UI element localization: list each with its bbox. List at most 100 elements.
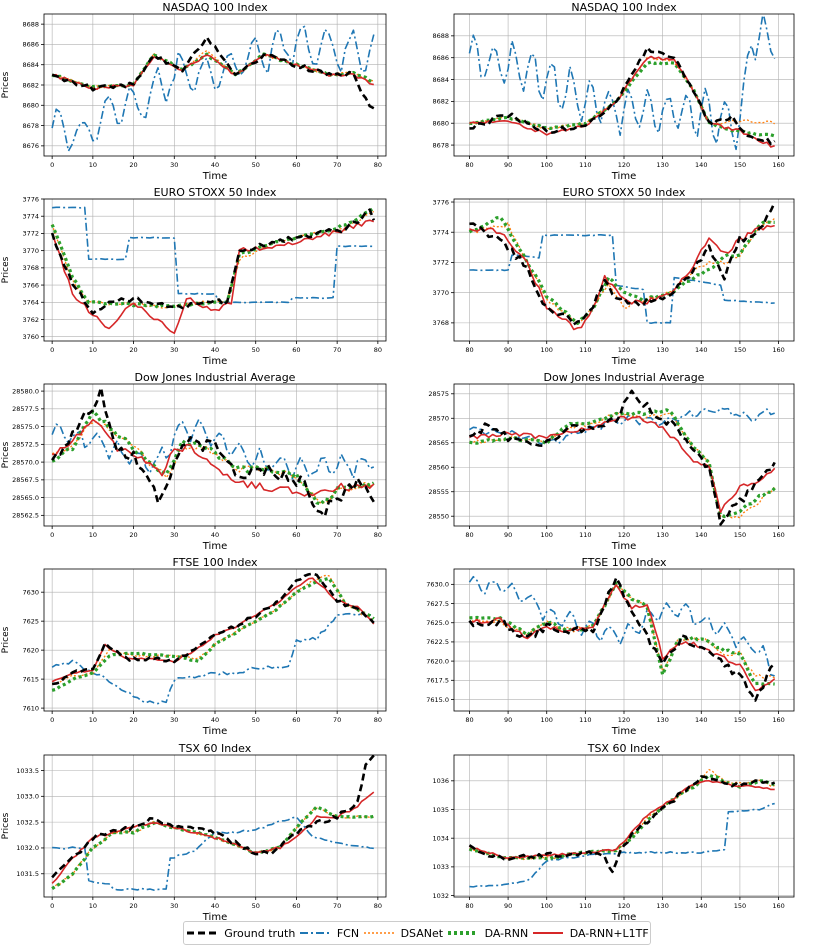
tick-label-y: 3770 bbox=[22, 247, 39, 255]
chart-title: TSX 60 Index bbox=[178, 742, 252, 755]
series-line-fcn bbox=[469, 234, 775, 324]
y-axis-label: Prices bbox=[1, 256, 11, 283]
y-axis-label: Prices bbox=[1, 441, 11, 468]
tick-label-x: 0 bbox=[50, 902, 54, 910]
x-axis-label: Time bbox=[202, 171, 227, 182]
tick-label-x: 110 bbox=[579, 902, 591, 910]
tick-label-y: 1031.5 bbox=[16, 870, 39, 878]
tick-label-y: 8678 bbox=[22, 122, 39, 130]
series-line-fcn bbox=[468, 575, 775, 677]
tick-label-y: 8680 bbox=[432, 120, 449, 128]
chart-title: EURO STOXX 50 Index bbox=[563, 186, 686, 199]
tick-label-y: 28572.5 bbox=[12, 441, 39, 449]
series-line-fcn bbox=[51, 25, 375, 152]
tick-label-y: 3772 bbox=[22, 230, 39, 238]
tick-label-x: 60 bbox=[292, 531, 300, 539]
tick-label-x: 80 bbox=[374, 531, 382, 539]
tick-label-x: 110 bbox=[579, 346, 591, 354]
series-line-fcn bbox=[52, 816, 374, 891]
tick-label-x: 30 bbox=[170, 902, 178, 910]
legend-swatch-da-rnn-l1tf bbox=[532, 932, 563, 934]
tick-label-x: 130 bbox=[656, 531, 668, 539]
tick-label-y: 3770 bbox=[432, 289, 449, 297]
chart-title: NASDAQ 100 Index bbox=[162, 1, 268, 14]
series-line-fcn bbox=[468, 14, 776, 151]
tick-label-x: 70 bbox=[333, 346, 341, 354]
chart-title: FTSE 100 Index bbox=[581, 556, 667, 569]
tick-label-x: 10 bbox=[89, 531, 97, 539]
series-line-da-rnn bbox=[51, 805, 375, 890]
tick-label-y: 28575.0 bbox=[12, 423, 39, 431]
tick-label-x: 160 bbox=[772, 346, 784, 354]
tick-label-x: 100 bbox=[541, 161, 553, 169]
legend: Ground truth FCN DSANet DA-RNN DA-RNN+L1… bbox=[183, 921, 651, 945]
tick-label-x: 40 bbox=[211, 161, 219, 169]
tick-label-x: 70 bbox=[333, 531, 341, 539]
series-group bbox=[468, 14, 776, 151]
tick-label-x: 50 bbox=[252, 161, 260, 169]
tick-label-y: 28580.0 bbox=[12, 387, 39, 395]
tick-label-y: 7630 bbox=[22, 588, 39, 596]
tick-label-x: 50 bbox=[252, 531, 260, 539]
tick-label-x: 10 bbox=[89, 346, 97, 354]
series-line-ground-truth bbox=[468, 576, 776, 702]
tick-label-y: 3768 bbox=[22, 264, 39, 272]
tick-label-y: 3764 bbox=[22, 299, 39, 307]
tick-label-y: 28562.5 bbox=[12, 512, 39, 520]
tick-label-y: 3772 bbox=[432, 259, 449, 267]
tick-label-y: 3776 bbox=[22, 195, 39, 203]
series-line-da-rnn-l1tf bbox=[51, 219, 375, 334]
legend-swatch-fcn bbox=[299, 932, 330, 934]
tick-label-x: 100 bbox=[541, 902, 553, 910]
tick-label-y: 7625 bbox=[22, 617, 39, 625]
tick-label-x: 0 bbox=[50, 161, 54, 169]
tick-label-x: 140 bbox=[695, 161, 707, 169]
x-axis-label: Time bbox=[611, 726, 636, 737]
tick-label-x: 80 bbox=[374, 161, 382, 169]
series-line-da-rnn bbox=[468, 773, 775, 861]
tick-label-x: 60 bbox=[292, 902, 300, 910]
tick-label-y: 3774 bbox=[432, 229, 449, 237]
tick-label-y: 8688 bbox=[22, 20, 39, 28]
tick-label-x: 130 bbox=[656, 161, 668, 169]
tick-label-y: 3776 bbox=[432, 198, 449, 206]
tick-label-x: 70 bbox=[333, 902, 341, 910]
tick-label-x: 40 bbox=[211, 531, 219, 539]
tick-label-x: 20 bbox=[129, 346, 137, 354]
series-line-ground-truth bbox=[51, 755, 375, 879]
chart-title: NASDAQ 100 Index bbox=[571, 1, 677, 14]
tick-label-y: 1034 bbox=[432, 834, 449, 842]
tick-label-x: 40 bbox=[211, 902, 219, 910]
chart-nasdaq-right: 80 90 100 110 120 130 140 150 160 8678 8680 8682 868… bbox=[432, 1, 795, 182]
series-line-da-rnn bbox=[469, 581, 775, 686]
tick-label-y: 3768 bbox=[432, 319, 449, 327]
tick-label-x: 150 bbox=[734, 902, 746, 910]
legend-swatch-ground-truth bbox=[187, 931, 218, 935]
series-line-ground-truth bbox=[469, 46, 776, 146]
tick-label-y: 1033.0 bbox=[16, 793, 39, 801]
tick-label-y: 1033.5 bbox=[16, 767, 39, 775]
series-line-ground-truth bbox=[51, 35, 375, 110]
x-axis-label: Time bbox=[611, 356, 636, 367]
tick-label-x: 120 bbox=[618, 531, 630, 539]
tick-label-y: 7610 bbox=[22, 704, 39, 712]
legend-item-fcn: FCN bbox=[298, 927, 359, 940]
series-group bbox=[469, 389, 776, 526]
chart-tsx-left: 0 10 20 30 40 50 60 70 80 1031.5 1032.0 1032.5 1033.… bbox=[1, 742, 387, 923]
series-group bbox=[468, 575, 776, 702]
series-group bbox=[51, 25, 375, 152]
tick-label-y: 1032.0 bbox=[16, 844, 39, 852]
tick-label-y: 28560 bbox=[428, 464, 449, 472]
tick-label-x: 40 bbox=[211, 716, 219, 724]
x-axis-label: Time bbox=[611, 171, 636, 182]
tick-label-y: 28555 bbox=[428, 488, 449, 496]
tick-label-x: 80 bbox=[465, 531, 473, 539]
tick-label-x: 50 bbox=[252, 902, 260, 910]
tick-label-x: 100 bbox=[541, 346, 553, 354]
tick-label-y: 28577.5 bbox=[12, 405, 39, 413]
tick-label-x: 130 bbox=[656, 902, 668, 910]
series-line-da-rnn-l1tf bbox=[469, 224, 775, 331]
tick-label-x: 60 bbox=[292, 716, 300, 724]
tick-label-x: 80 bbox=[465, 716, 473, 724]
